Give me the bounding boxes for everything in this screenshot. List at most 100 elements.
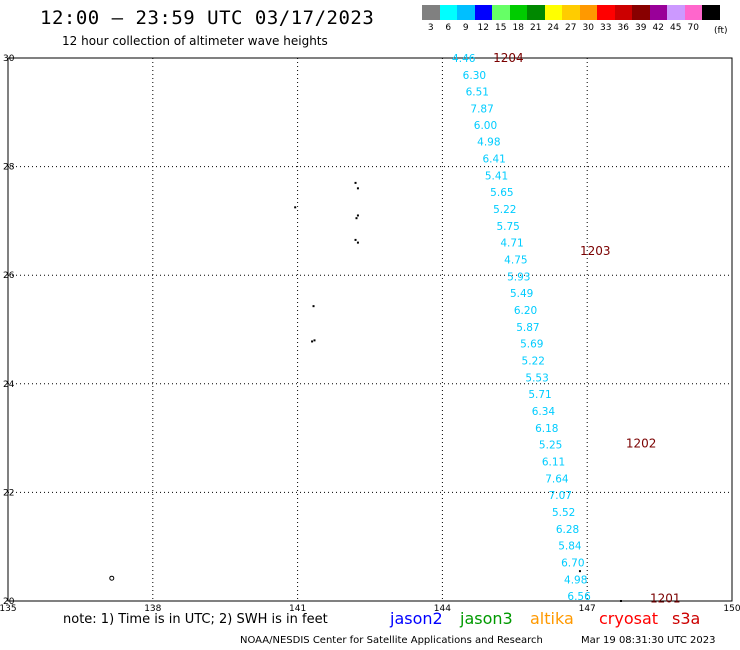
island-marker <box>312 305 315 308</box>
colorbar-bin: 45 <box>667 5 685 33</box>
colorbar-label: 42 <box>652 23 664 33</box>
lon-tick-label: 150 <box>723 604 740 614</box>
island-marker <box>354 238 357 241</box>
lat-tick-label: 24 <box>3 380 15 390</box>
colorbar-label: 27 <box>565 23 577 33</box>
lon-tick-label: 138 <box>144 604 161 614</box>
swh-value: 6.11 <box>542 456 565 468</box>
colorbar-swatch <box>527 5 545 20</box>
swh-value: 6.70 <box>561 557 584 569</box>
swh-value: 4.98 <box>477 137 500 149</box>
swh-value: 6.51 <box>466 87 489 99</box>
footer-note: note: 1) Time is in UTC; 2) SWH is in fe… <box>63 612 328 627</box>
colorbar-swatch <box>579 5 597 20</box>
colorbar-label: 36 <box>617 23 629 33</box>
legend-s3a: s3a <box>672 609 701 628</box>
island-marker <box>355 217 358 220</box>
colorbar-bin: 21 <box>527 5 545 33</box>
map-frame <box>7 57 733 602</box>
swh-value: 6.28 <box>556 524 579 536</box>
colorbar-label: 15 <box>495 23 507 33</box>
colorbar-label: 9 <box>462 23 469 33</box>
colorbar-bin: 15 <box>492 5 510 33</box>
colorbar-bin: 24 <box>544 5 562 33</box>
swh-value: 5.41 <box>485 170 508 182</box>
island-marker <box>356 241 359 244</box>
swh-value: 5.93 <box>507 271 530 283</box>
colorbar-swatch <box>457 5 475 20</box>
colorbar-swatch <box>684 5 702 20</box>
swh-value: 6.41 <box>482 153 505 165</box>
legend-altika: altika <box>530 609 574 628</box>
colorbar-label: 3 <box>427 23 434 33</box>
wave-height-colorbar: 3 6 9 12 15 18 21 24 27 30 33 36 39 42 45 70 (ft) <box>422 5 728 36</box>
colorbar-label: 33 <box>600 23 612 33</box>
swh-value: 5.69 <box>520 339 543 351</box>
colorbar-label: 39 <box>635 23 647 33</box>
swh-value: 5.22 <box>522 355 545 367</box>
swh-value: 5.49 <box>510 288 533 300</box>
colorbar-swatch <box>439 5 457 20</box>
island-marker <box>356 187 359 190</box>
colorbar-bin <box>702 5 720 33</box>
swh-value: 7.64 <box>545 473 569 485</box>
colorbar-swatch <box>649 5 667 20</box>
colorbar-bin: 33 <box>597 5 615 33</box>
lat-tick-label: 20 <box>3 597 15 607</box>
legend-cryosat: cryosat <box>599 609 659 628</box>
credit-line: NOAA/NESDIS Center for Satellite Applica… <box>240 635 543 646</box>
colorbar-label: 12 <box>477 23 489 33</box>
generated-timestamp: Mar 19 08:31:30 UTC 2023 <box>581 635 716 646</box>
swh-value: 4.75 <box>504 254 527 266</box>
colorbar-swatch <box>597 5 615 20</box>
lon-tick-label: 144 <box>434 604 451 614</box>
swh-value: 6.18 <box>535 423 558 435</box>
colorbar-label: 45 <box>670 23 682 33</box>
colorbar-label: 24 <box>547 23 559 33</box>
swh-value: 5.65 <box>490 187 513 199</box>
swh-value: 4.46 <box>452 53 476 65</box>
lon-tick-label: 147 <box>579 604 596 614</box>
swh-value: 5.71 <box>528 389 551 401</box>
island-marker <box>311 340 314 343</box>
colorbar-bin: 3 <box>422 5 440 33</box>
colorbar-swatch <box>509 5 527 20</box>
pass-time-label: 1204 <box>493 51 524 65</box>
colorbar-bin: 12 <box>474 5 492 33</box>
island-marker <box>354 181 357 184</box>
swh-value: 5.87 <box>516 322 539 334</box>
colorbar-swatch <box>614 5 632 20</box>
colorbar-bin: 27 <box>562 5 580 33</box>
lon-tick-label: 135 <box>0 604 17 614</box>
swh-value: 6.00 <box>474 120 497 132</box>
colorbar-swatch <box>562 5 580 20</box>
swh-value: 5.53 <box>525 372 548 384</box>
colorbar-swatch <box>632 5 650 20</box>
swh-value: 4.98 <box>564 574 587 586</box>
colorbar-swatch <box>492 5 510 20</box>
colorbar-swatch <box>702 5 720 20</box>
colorbar-bin: 70 <box>684 5 702 33</box>
lon-tick-label: 141 <box>289 604 306 614</box>
island-marker <box>619 600 622 602</box>
colorbar-bin: 30 <box>579 5 597 33</box>
swh-value: 5.25 <box>539 440 562 452</box>
island-marker <box>294 206 297 209</box>
colorbar-label: 70 <box>687 23 699 33</box>
swh-value: 5.75 <box>496 221 519 233</box>
colorbar-unit: (ft) <box>714 26 728 36</box>
legend-jason2: jason2 <box>390 609 443 628</box>
swh-value: 7.07 <box>549 490 572 502</box>
colorbar-bin: 9 <box>457 5 475 33</box>
swh-value: 5.22 <box>493 204 516 216</box>
colorbar-swatch <box>544 5 562 20</box>
pass-time-label: 1202 <box>626 437 657 451</box>
swh-value: 6.34 <box>532 406 556 418</box>
swh-value: 5.52 <box>552 507 575 519</box>
lat-tick-label: 28 <box>3 163 15 173</box>
swh-value: 4.71 <box>500 238 523 250</box>
island-marker <box>578 570 581 573</box>
colorbar-swatch <box>667 5 685 20</box>
colorbar-swatch <box>474 5 492 20</box>
map-title: 12:00 – 23:59 UTC 03/17/2023 <box>40 7 375 29</box>
